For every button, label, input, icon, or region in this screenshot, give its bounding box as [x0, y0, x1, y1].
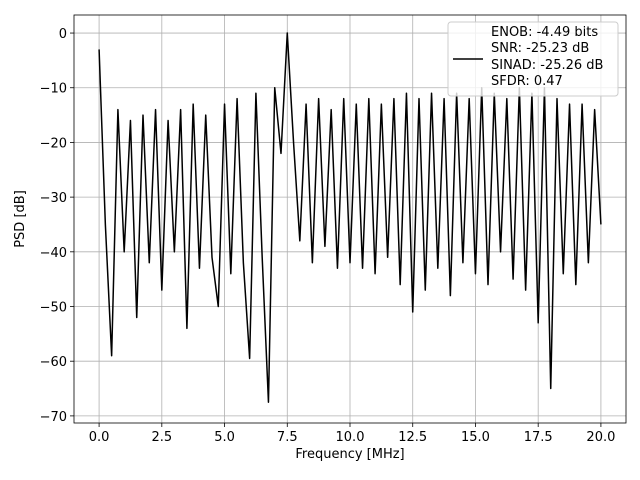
legend: ENOB: -4.49 bits SNR: -25.23 dB SINAD: -…: [447, 21, 619, 97]
x-tick-label: 20.0: [586, 430, 615, 445]
legend-label-box: ENOB: -4.49 bits SNR: -25.23 dB SINAD: -…: [491, 25, 604, 89]
y-tick-label: −70: [40, 410, 67, 425]
y-axis-label: PSD [dB]: [13, 190, 28, 248]
x-tick-label: 17.5: [524, 430, 553, 445]
legend-box: [447, 21, 619, 97]
psd-line: [98, 32, 602, 403]
x-tick-label: 15.0: [461, 430, 490, 445]
x-axis-label: Frequency [MHz]: [295, 447, 404, 462]
y-tick-label: −50: [40, 301, 67, 316]
y-tick-label: −10: [40, 82, 67, 97]
x-tick-label: 12.5: [398, 430, 427, 445]
x-tick-label: 2.5: [151, 430, 172, 445]
y-tick-label: −40: [40, 246, 67, 261]
y-tick-label: −20: [40, 136, 67, 151]
y-tick-label: 0: [59, 27, 67, 42]
y-tick-label: −30: [40, 191, 67, 206]
x-tick-label: 10.0: [336, 430, 365, 445]
x-tick-label: 7.5: [277, 430, 298, 445]
x-tick-label: 5.0: [214, 430, 235, 445]
legend-label: ENOB: -4.49 bits SNR: -25.23 dB SINAD: -…: [491, 25, 604, 89]
y-tick-label: −60: [40, 355, 67, 370]
axes-frame: [73, 14, 627, 424]
x-tick-label: 0.0: [89, 430, 110, 445]
